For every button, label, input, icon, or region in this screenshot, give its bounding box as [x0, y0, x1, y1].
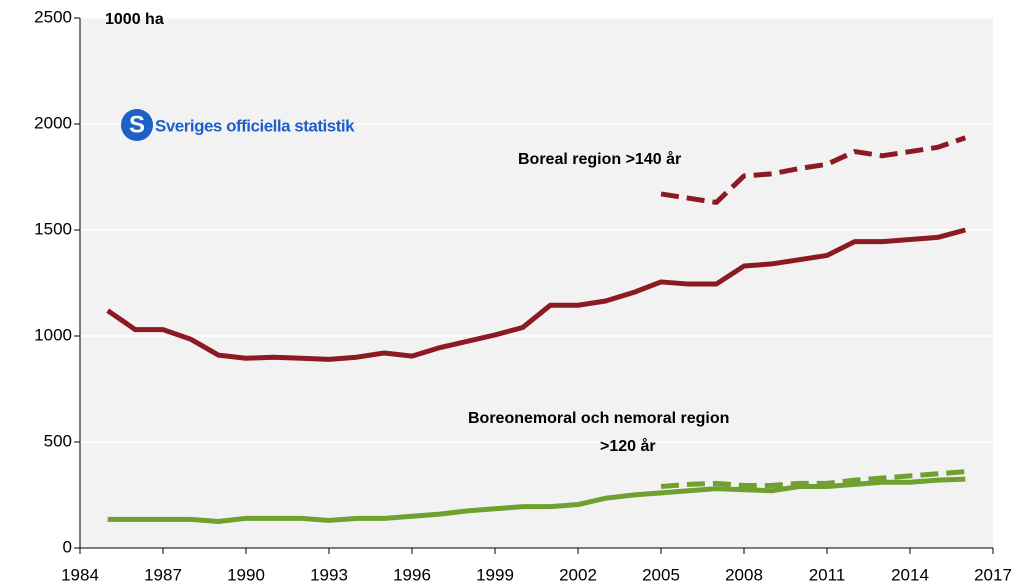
series-line: [660, 135, 967, 205]
unit-label: 1000 ha: [105, 11, 164, 28]
logo-letter: S: [129, 111, 145, 138]
x-tick-label: 2008: [725, 565, 763, 584]
y-tick-label: 500: [44, 431, 72, 450]
x-tick-label: 1990: [227, 565, 265, 584]
annotation: Boreal region >140 år: [518, 150, 681, 168]
logo-icon: [121, 109, 153, 141]
x-tick-label: 1996: [393, 565, 431, 584]
annotation: Boreonemoral och nemoral region: [468, 410, 729, 427]
series-line: [106, 227, 966, 362]
x-tick-label: 2014: [891, 565, 929, 584]
x-tick-label: 1993: [310, 565, 348, 584]
x-tick-label: 1987: [144, 565, 182, 584]
x-tick-label: 2005: [642, 565, 680, 584]
series-line: [107, 476, 966, 524]
y-tick-label: 1000: [34, 325, 72, 344]
annotation: >120 år: [600, 437, 656, 455]
x-tick-label: 1984: [61, 565, 99, 584]
x-tick-label: 2011: [809, 565, 846, 584]
x-tick-label: 2017: [974, 565, 1012, 584]
y-tick-label: 0: [63, 537, 72, 556]
logo-text: Sveriges officiella statistik: [155, 116, 355, 135]
y-tick-label: 2500: [34, 7, 72, 26]
x-tick-label: 2002: [559, 565, 597, 584]
y-tick-label: 1500: [34, 219, 72, 238]
x-tick-label: 1999: [476, 565, 514, 584]
y-tick-label: 2000: [34, 113, 72, 132]
plot-area: [80, 18, 993, 548]
